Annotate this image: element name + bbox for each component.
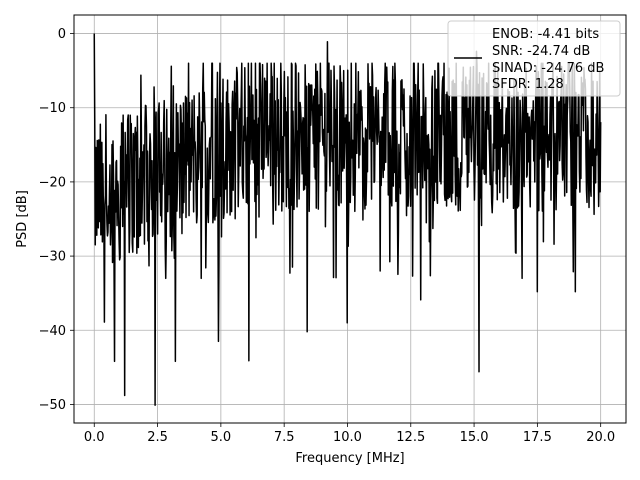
y-axis-label: PSD [dB] [15, 190, 30, 248]
x-axis: 0.0 2.5 5.0 7.5 10.0 12.5 15.0 17.5 20.0 [84, 423, 615, 445]
y-tick-label: −10 [39, 101, 66, 116]
y-tick-label: −30 [39, 250, 66, 265]
plot-area [93, 33, 602, 406]
x-tick-label: 2.5 [147, 430, 168, 445]
legend-box [447, 20, 621, 97]
plot-frame [73, 14, 627, 424]
psd-series-line [93, 33, 602, 406]
x-tick-label: 20.0 [586, 430, 615, 445]
legend-enob: ENOB: -4.41 bits [492, 27, 599, 42]
x-tick-label: 10.0 [333, 430, 362, 445]
x-tick-label: 0.0 [84, 430, 105, 445]
y-tick-label: 0 [58, 27, 66, 42]
x-tick-label: 5.0 [211, 430, 232, 445]
y-tick-label: −50 [39, 398, 66, 413]
x-tick-label: 12.5 [396, 430, 425, 445]
legend: ENOB: -4.41 bits SNR: -24.74 dB SINAD: -… [447, 20, 621, 97]
legend-snr: SNR: -24.74 dB [492, 44, 590, 59]
y-tick-label: −20 [39, 175, 66, 190]
y-tick-label: −40 [39, 324, 66, 339]
legend-sfdr: SFDR: 1.28 [492, 77, 564, 92]
x-tick-label: 15.0 [460, 430, 489, 445]
x-tick-label: 7.5 [274, 430, 295, 445]
legend-sinad: SINAD: -24.76 dB [492, 61, 604, 76]
y-axis: 0 −10 −20 −30 −40 −50 [39, 27, 74, 413]
x-tick-label: 17.5 [523, 430, 552, 445]
x-axis-label: Frequency [MHz] [295, 451, 404, 466]
